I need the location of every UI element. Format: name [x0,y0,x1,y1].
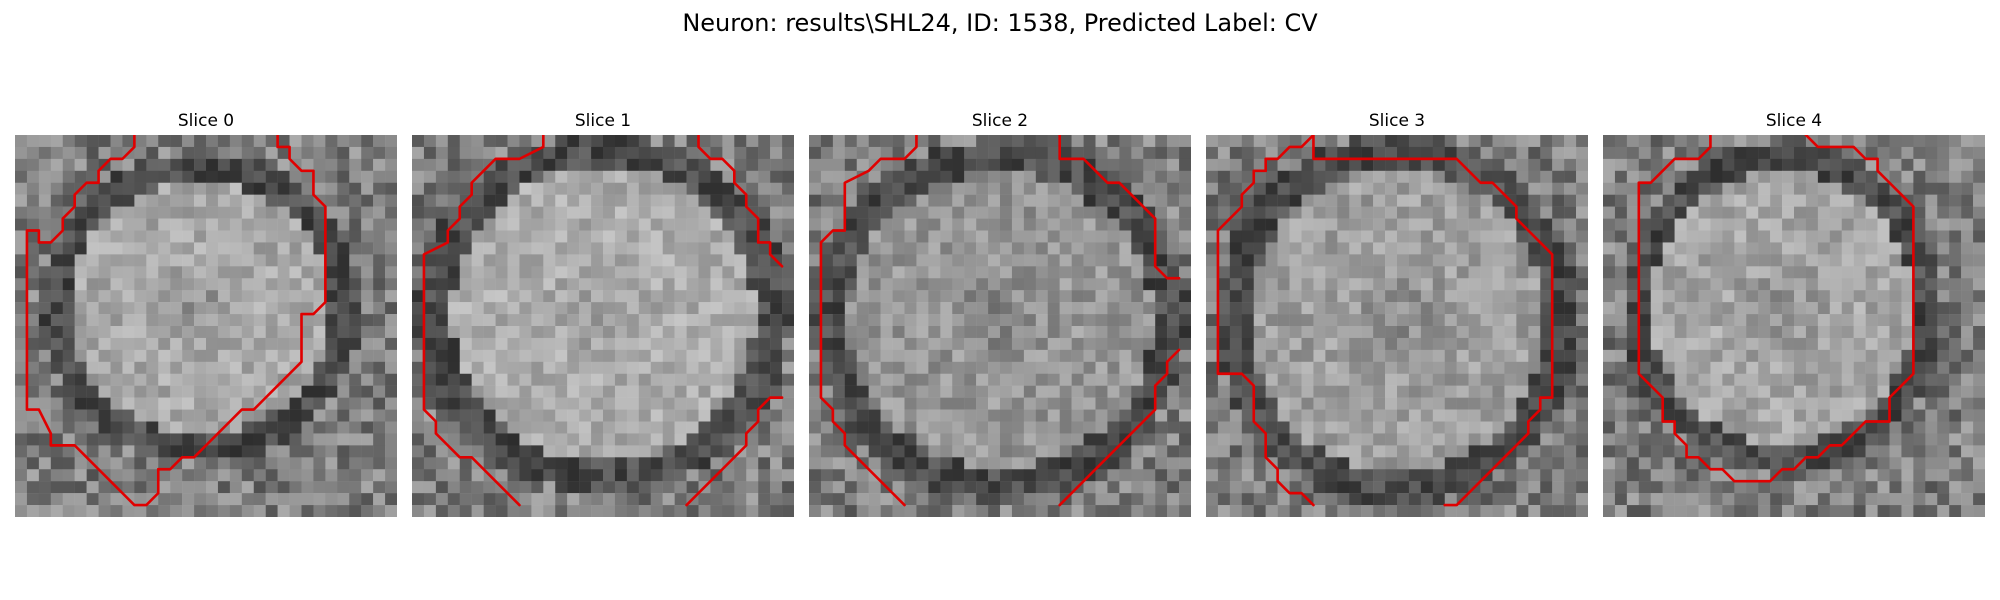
slice-1-image [412,135,794,517]
slice-4-contour [1637,135,1915,483]
slice-0-panel: Slice 0 [15,110,397,517]
figure-title: Neuron: results\SHL24, ID: 1538, Predict… [682,9,1318,37]
slice-2-contour [819,135,1181,507]
slice-3-image [1206,135,1588,517]
slice-4-panel: Slice 4 [1603,110,1985,517]
slice-1-contour [422,135,784,507]
slice-4-image [1603,135,1985,517]
slice-2-title: Slice 2 [971,111,1029,131]
slice-2-image [809,135,1191,517]
slice-4-title: Slice 4 [1765,111,1823,131]
slice-0-title: Slice 0 [177,111,235,131]
slice-0-image [15,135,397,517]
slice-3-contour [1216,135,1554,507]
slice-2-panel: Slice 2 [809,110,1191,517]
slice-1-panel: Slice 1 [412,110,794,517]
slice-1-title: Slice 1 [574,111,632,131]
slice-0-contour [25,135,327,507]
slice-3-panel: Slice 3 [1206,110,1588,517]
slice-3-title: Slice 3 [1368,111,1426,131]
